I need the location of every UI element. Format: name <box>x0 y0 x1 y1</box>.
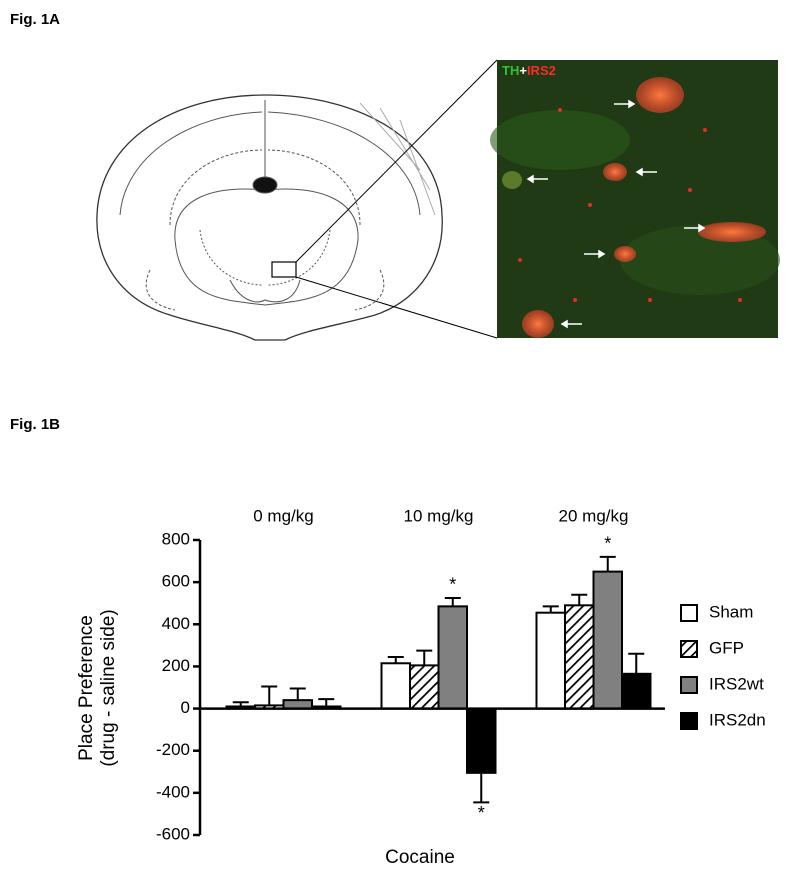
legend-label: GFP <box>709 638 744 657</box>
legend-swatch <box>680 712 698 730</box>
bar <box>409 664 440 710</box>
legend-swatch <box>680 676 698 694</box>
figure-label: Fig. 1B <box>10 416 60 433</box>
bar <box>592 570 623 710</box>
y-tick-label: 200 <box>162 656 190 675</box>
y-tick-label: 0 <box>181 698 190 717</box>
legend-swatch <box>680 640 698 658</box>
micrograph: TH+IRS2 <box>490 60 780 338</box>
label-part: TH <box>502 63 519 78</box>
bar <box>282 699 313 710</box>
significance-marker: * <box>449 575 456 595</box>
bar <box>466 707 497 774</box>
y-tick-label: -400 <box>156 782 190 801</box>
bar <box>535 611 566 710</box>
bar <box>621 672 652 710</box>
y-axis-label: Place Preference <box>76 615 97 761</box>
brain-diagram <box>96 94 443 341</box>
micrograph-label: TH+IRS2 <box>502 63 556 78</box>
bar <box>564 604 595 710</box>
category-label: 10 mg/kg <box>404 506 474 525</box>
zoom-line <box>295 59 498 263</box>
category-label: 0 mg/kg <box>253 506 313 525</box>
y-tick-label: 400 <box>162 614 190 633</box>
y-tick-label: 600 <box>162 572 190 591</box>
y-tick-label: 800 <box>162 529 190 548</box>
figure-label: Fig. 1A <box>10 11 60 28</box>
bar <box>437 605 468 710</box>
label-part: IRS2 <box>527 63 556 78</box>
y-axis-label: (drug - saline side) <box>98 609 119 766</box>
legend-label: Sham <box>709 602 753 621</box>
legend-label: IRS2wt <box>709 674 764 693</box>
legend-label: IRS2dn <box>709 710 766 729</box>
y-tick-label: -600 <box>156 824 190 843</box>
significance-marker: * <box>604 534 611 554</box>
bar-chart: -600 -400 -200 0 200 400 600 800 0 mg/kg 10 mg/kg… <box>76 506 766 868</box>
zoom-line <box>295 276 498 339</box>
significance-marker: * <box>478 803 485 823</box>
y-tick-label: -200 <box>156 740 190 759</box>
category-label: 20 mg/kg <box>559 506 629 525</box>
legend-swatch <box>680 604 698 622</box>
x-axis-label: Cocaine <box>385 847 455 868</box>
label-part: + <box>519 63 527 78</box>
bar <box>380 662 411 710</box>
